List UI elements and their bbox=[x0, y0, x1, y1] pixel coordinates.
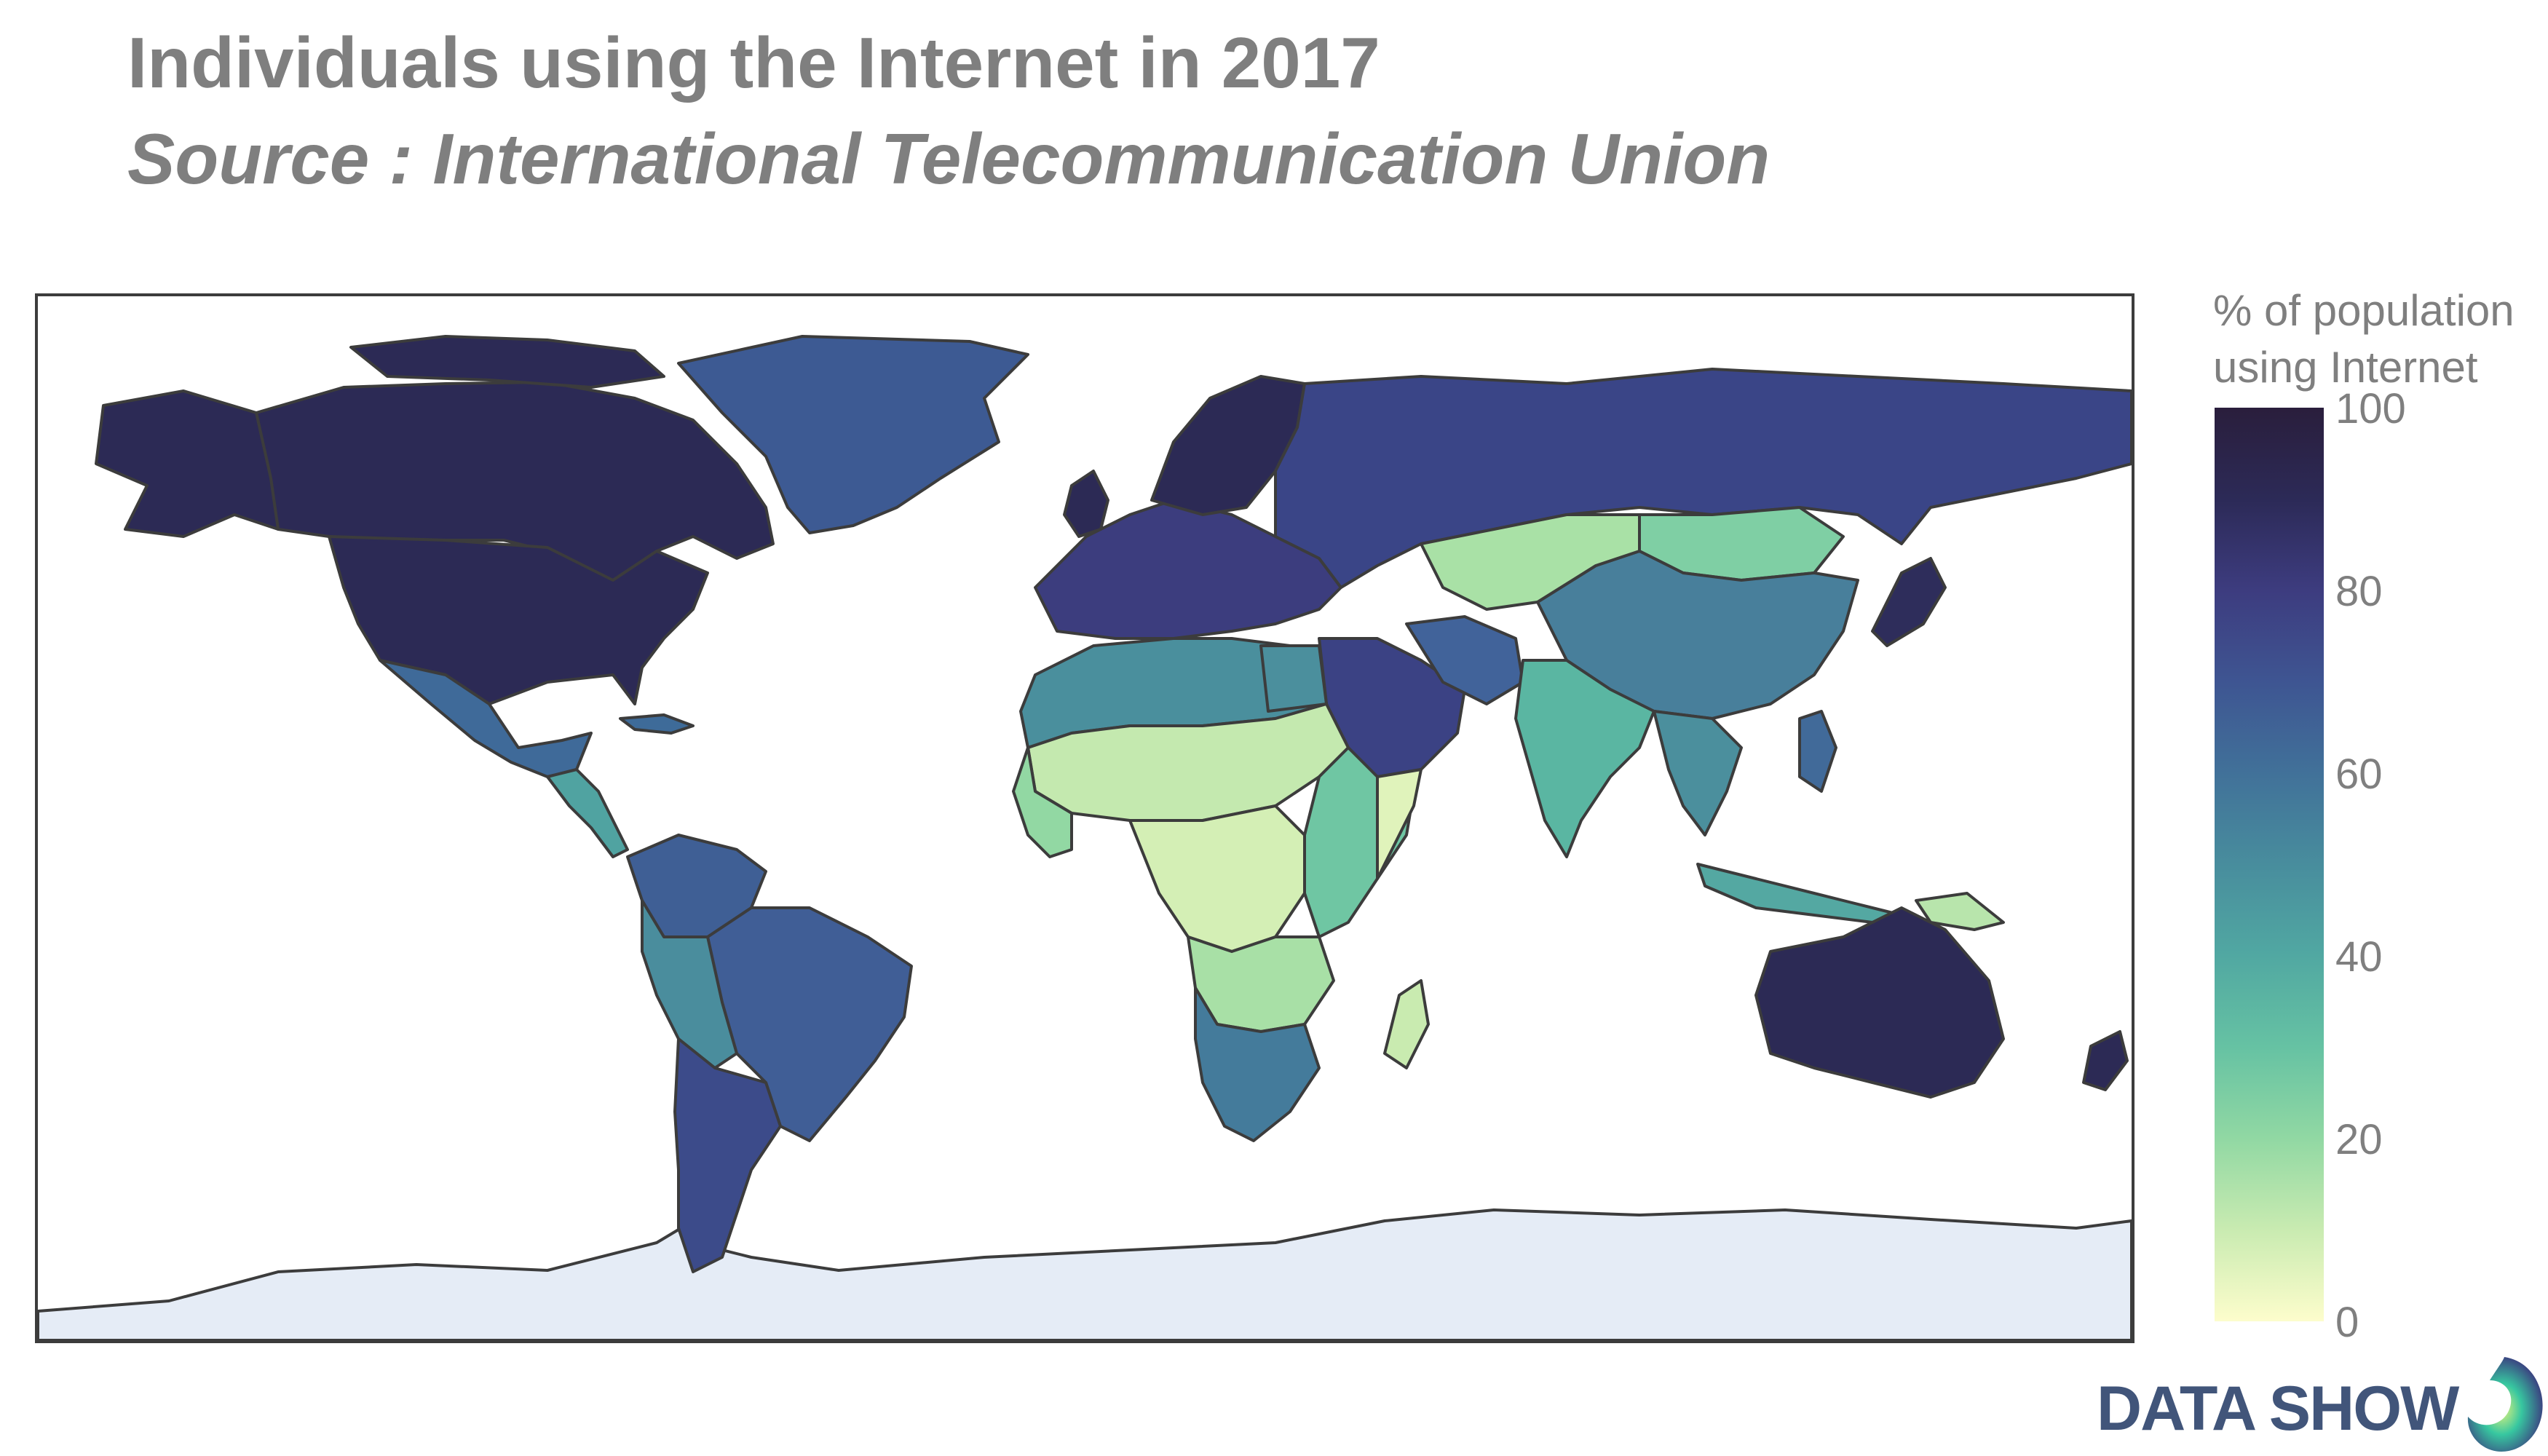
region-central-asia[interactable] bbox=[1420, 513, 1641, 611]
region-greenland[interactable] bbox=[677, 335, 1029, 534]
region-alaska[interactable] bbox=[95, 389, 280, 538]
world-map-svg bbox=[38, 335, 2132, 1340]
brand-text: DATA SHOW bbox=[2097, 1374, 2459, 1444]
colorbar-tick: 60 bbox=[2335, 751, 2383, 798]
colorbar-tick: 0 bbox=[2335, 1299, 2359, 1346]
region-new-zealand[interactable] bbox=[2082, 1030, 2129, 1091]
region-russia[interactable] bbox=[1274, 368, 2132, 589]
region-usa[interactable] bbox=[328, 535, 709, 705]
region-indonesia[interactable] bbox=[1696, 863, 1903, 924]
region-central-america[interactable] bbox=[546, 768, 629, 858]
region-central-africa[interactable] bbox=[1128, 804, 1306, 953]
colorbar-title-line1: % of population bbox=[2213, 286, 2515, 335]
region-southern-africa[interactable] bbox=[1194, 986, 1321, 1142]
region-papua[interactable] bbox=[1915, 892, 2005, 931]
page-title: Individuals using the Internet in 2017 bbox=[127, 23, 1380, 103]
brand: DATA SHOW bbox=[2097, 1353, 2548, 1456]
region-egypt[interactable] bbox=[1259, 644, 1328, 713]
colorbar-title-line2: using Internet bbox=[2213, 343, 2478, 392]
colorbar bbox=[2215, 408, 2324, 1321]
region-uk[interactable] bbox=[1063, 470, 1109, 538]
region-west-africa[interactable] bbox=[1012, 746, 1073, 858]
region-madagascar[interactable] bbox=[1383, 979, 1430, 1069]
colorbar-tick: 20 bbox=[2335, 1116, 2383, 1163]
region-brazil[interactable] bbox=[706, 906, 913, 1142]
region-india[interactable] bbox=[1514, 659, 1655, 858]
region-antarctica[interactable] bbox=[38, 1194, 2132, 1340]
region-australia[interactable] bbox=[1754, 906, 2005, 1099]
colorbar-tick: 100 bbox=[2335, 385, 2406, 432]
region-caribbean[interactable] bbox=[619, 713, 695, 735]
colorbar-tick: 80 bbox=[2335, 568, 2383, 615]
data-show-logo-icon bbox=[2467, 1357, 2543, 1452]
page-subtitle: Source : International Telecommunication… bbox=[127, 119, 1770, 199]
region-japan[interactable] bbox=[1871, 557, 1947, 647]
region-philippines[interactable] bbox=[1798, 710, 1837, 793]
region-arctic-islands[interactable] bbox=[349, 335, 665, 389]
region-peru-bolivia[interactable] bbox=[641, 899, 738, 1069]
colorbar-tick: 40 bbox=[2335, 933, 2383, 981]
world-map[interactable] bbox=[35, 293, 2134, 1343]
region-horn-of-africa[interactable] bbox=[1376, 768, 1423, 880]
region-mexico[interactable] bbox=[379, 659, 593, 778]
region-southeast-asia[interactable] bbox=[1653, 710, 1743, 836]
region-argentina-chile[interactable] bbox=[673, 1037, 782, 1273]
